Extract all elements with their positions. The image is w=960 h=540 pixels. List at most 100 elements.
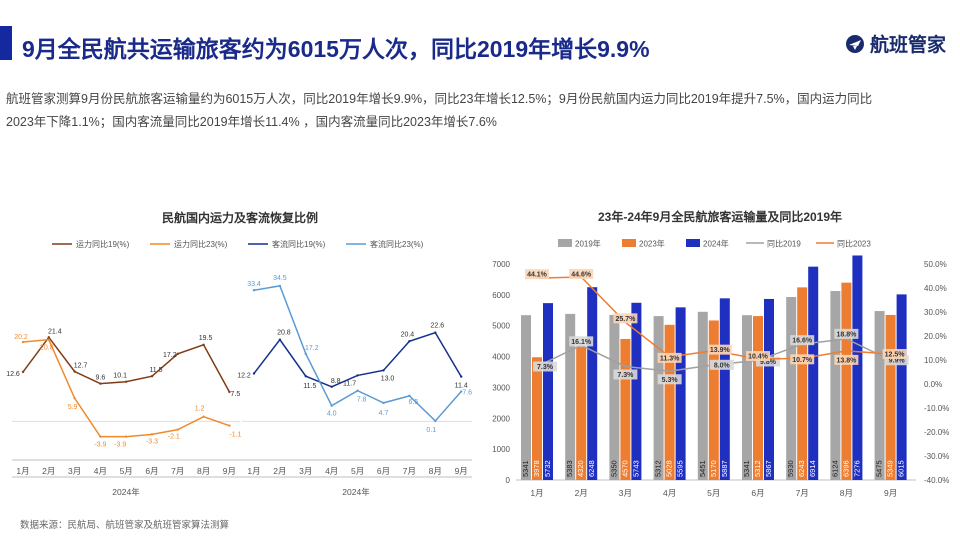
data-label: 17.2 <box>305 345 319 352</box>
yoy-label: 16.6% <box>792 338 813 345</box>
bar <box>631 302 642 480</box>
data-label: 9.6 <box>96 375 106 382</box>
bar-value-label: 7276 <box>852 460 861 477</box>
data-point <box>150 375 154 378</box>
yoy-label: 8.0% <box>714 362 731 369</box>
data-point <box>460 375 463 378</box>
data-point <box>460 390 463 393</box>
data-point <box>73 370 76 373</box>
bar-value-label: 3978 <box>532 460 541 477</box>
bar <box>830 291 841 480</box>
bar <box>797 287 808 480</box>
bar-value-label: 5028 <box>665 460 674 477</box>
y2-tick-label: 20.0% <box>924 332 947 341</box>
yoy-label: 11.3% <box>660 355 680 362</box>
bar <box>664 324 675 480</box>
yoy-label: 9.9% <box>889 358 906 365</box>
data-label: 11.5 <box>303 383 316 390</box>
data-label: -3.9 <box>94 442 106 449</box>
data-point <box>150 433 154 436</box>
legend-label: 运力同比19(%) <box>76 239 130 249</box>
bar <box>532 357 542 480</box>
y-tick-label: 5000 <box>492 322 510 331</box>
bar-value-label: 5867 <box>764 460 773 477</box>
bar-value-label: 5732 <box>543 460 552 477</box>
y-tick-label: 2000 <box>492 414 510 423</box>
data-label: 12.2 <box>237 372 251 379</box>
data-point <box>408 340 411 343</box>
yoy-label: 10.7% <box>792 357 813 364</box>
yoy-label: 13.9% <box>710 347 731 354</box>
bar <box>841 282 852 480</box>
data-point <box>47 336 50 339</box>
data-label: -3.9 <box>114 442 126 449</box>
data-label: 22.6 <box>430 323 444 330</box>
legend-swatch <box>686 239 700 247</box>
bar-value-label: 5930 <box>786 460 795 477</box>
data-point <box>73 396 76 400</box>
yoy-label-bg <box>569 336 594 347</box>
bar-value-label: 6396 <box>841 460 850 477</box>
x-tick-label: 6月 <box>751 488 764 498</box>
legend-label: 同比2023 <box>837 239 871 249</box>
bar <box>620 338 631 480</box>
x-group-label: 2024年 <box>342 487 370 497</box>
bar-value-label: 5383 <box>565 460 574 477</box>
data-point <box>21 370 25 374</box>
x-tick-label: 3月 <box>619 488 632 498</box>
data-label: 19.5 <box>199 335 213 342</box>
data-point <box>304 352 307 356</box>
data-point <box>21 340 25 344</box>
yoy-label: 44.6% <box>571 271 592 278</box>
data-point <box>330 404 333 407</box>
series-line <box>22 338 230 438</box>
x-tick-label: 4月 <box>325 466 338 476</box>
page-title: 9月全民航共运输旅客约为6015万人次，同比2019年增长9.9% <box>22 36 650 62</box>
data-label: 5.9 <box>68 404 78 411</box>
data-point <box>304 375 307 378</box>
x-tick-label: 7月 <box>171 466 184 476</box>
legend-label: 同比2019 <box>767 239 801 249</box>
bar-value-label: 5349 <box>886 460 895 477</box>
x-tick-label: 1月 <box>247 466 260 476</box>
data-label: 17.2 <box>163 352 177 359</box>
bar <box>808 266 819 480</box>
yoy-label: 7.3% <box>537 364 554 371</box>
yoy-label-bg <box>834 328 859 339</box>
bar-value-label: 5350 <box>609 460 618 477</box>
data-label: 4.7 <box>379 410 389 417</box>
yoy-label-bg <box>746 351 770 362</box>
bar <box>786 297 797 480</box>
data-label: 11.4 <box>455 383 468 390</box>
y2-tick-label: 30.0% <box>924 308 947 317</box>
x-tick-label: 3月 <box>299 466 312 476</box>
title-accent-bar <box>0 26 12 60</box>
y-tick-label: 4000 <box>492 353 510 362</box>
yoy-label: 18.8% <box>836 331 857 338</box>
yoy-label-bg <box>709 359 734 370</box>
data-label: -2.1 <box>168 434 180 441</box>
x-tick-label: 2月 <box>575 488 588 498</box>
bar <box>874 311 885 480</box>
data-point <box>176 428 179 431</box>
x-tick-label: 5月 <box>120 466 133 476</box>
legend-label: 2019年 <box>575 239 601 249</box>
bar-value-label: 5743 <box>631 460 640 477</box>
data-point <box>278 284 282 288</box>
x-tick-label: 8月 <box>429 466 442 476</box>
x-tick-label: 5月 <box>707 488 720 498</box>
x-tick-label: 2月 <box>42 466 55 476</box>
legend-label: 客流同比23(%) <box>370 239 424 249</box>
data-point <box>125 380 128 383</box>
x-tick-label: 1月 <box>16 466 29 476</box>
chart-title: 23年-24年9月全民航旅客运输量及同比2019年 <box>598 209 842 224</box>
data-point <box>125 435 128 438</box>
data-label: 0.1 <box>426 427 436 434</box>
data-label: 1.2 <box>195 406 205 413</box>
legend-label: 客流同比19(%) <box>272 239 326 249</box>
y2-tick-label: 10.0% <box>924 356 947 365</box>
y2-tick-label: -10.0% <box>924 404 949 413</box>
yoy-label-bg <box>525 269 549 280</box>
series-line <box>253 331 462 388</box>
yoy-label-bg <box>882 349 907 359</box>
